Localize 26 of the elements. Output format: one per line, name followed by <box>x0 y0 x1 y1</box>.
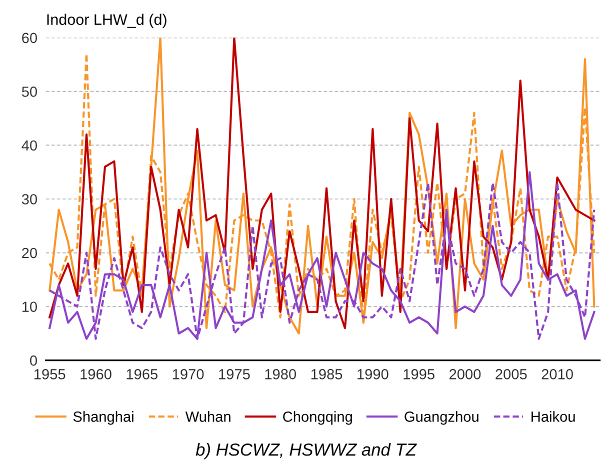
legend-label: Wuhan <box>185 411 230 422</box>
x-tick-label: 1980 <box>265 369 296 380</box>
x-tick-label: 1985 <box>311 369 342 380</box>
legend-label: Guangzhou <box>404 411 478 425</box>
legend-label: Haikou <box>532 411 575 422</box>
y-tick-label: 50 <box>22 86 37 97</box>
y-tick-label: 0 <box>30 355 37 366</box>
x-tick-label: 1970 <box>172 369 204 380</box>
x-tick-label: 1955 <box>34 369 66 380</box>
legend-label: Shanghai <box>73 411 134 425</box>
x-tick-label: 2000 <box>450 369 481 380</box>
y-tick-label: 30 <box>22 194 37 204</box>
y-axis-title: Indoor LHW_d (d) <box>47 14 166 28</box>
x-tick-label: 1990 <box>358 369 388 380</box>
x-tick-label: 2005 <box>496 369 527 380</box>
x-tick-label: 1975 <box>219 369 250 380</box>
y-tick-label: 40 <box>22 140 37 151</box>
text: b) HSCWZ, HSWWZ and TZ <box>196 443 417 460</box>
y-tick-label: 20 <box>22 248 37 258</box>
y-tick-label: 10 <box>22 302 37 312</box>
legend-label: Chongqing <box>283 411 352 425</box>
x-tick-label: 2010 <box>542 369 573 380</box>
y-tick-label: 60 <box>22 32 37 44</box>
x-tick-label: 1995 <box>404 369 434 380</box>
x-tick-label: 1965 <box>126 369 158 380</box>
x-tick-label: 1960 <box>80 369 112 380</box>
